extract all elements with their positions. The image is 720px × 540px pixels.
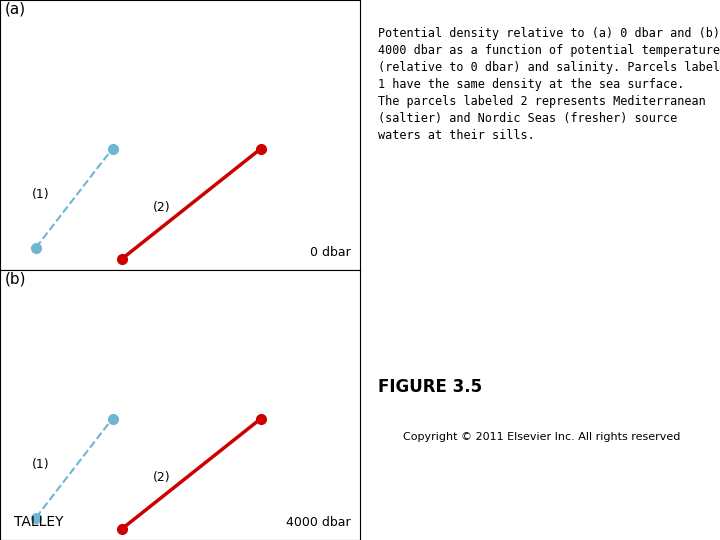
Text: FIGURE 3.5: FIGURE 3.5 [378,378,482,396]
Text: TALLEY: TALLEY [14,515,64,529]
Text: (b): (b) [4,272,26,287]
Text: (1): (1) [32,188,49,201]
Text: 0 dbar: 0 dbar [310,246,351,259]
Text: (2): (2) [153,201,171,214]
Text: 4000 dbar: 4000 dbar [287,516,351,529]
Text: Potential density relative to (a) 0 dbar and (b)
4000 dbar as a function of pote: Potential density relative to (a) 0 dbar… [378,27,720,142]
Text: (2): (2) [153,471,171,484]
Text: (a): (a) [4,2,26,17]
Text: (1): (1) [32,458,49,471]
Text: Copyright © 2011 Elsevier Inc. All rights reserved: Copyright © 2011 Elsevier Inc. All right… [403,432,680,442]
